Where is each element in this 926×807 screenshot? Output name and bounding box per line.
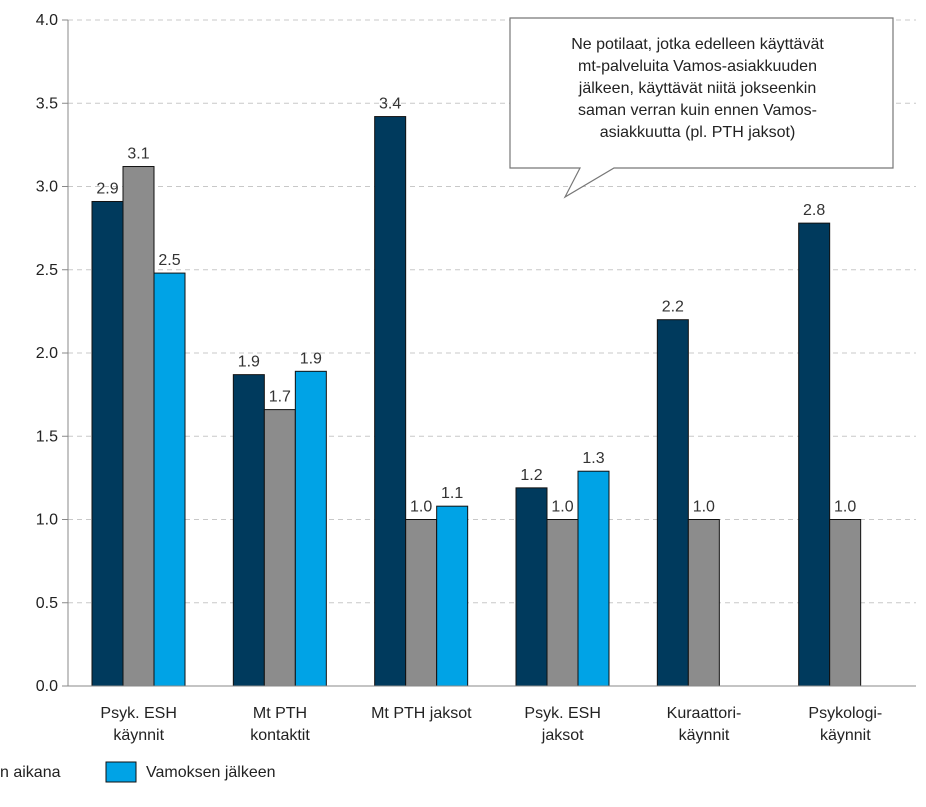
category-label: Mt PTH	[253, 705, 307, 722]
legend-label: n aikana	[0, 764, 61, 781]
y-tick-label: 1.0	[36, 512, 58, 529]
legend: n aikana Vamoksen jälkeen	[0, 761, 276, 783]
category-label: käynnit	[679, 727, 730, 744]
category-label: Kuraattori-	[667, 705, 742, 722]
bar	[91, 200, 124, 687]
category-label: käynnit	[820, 727, 871, 744]
bars	[91, 116, 862, 687]
data-label: 1.0	[693, 499, 715, 516]
y-tick-label: 2.0	[36, 345, 58, 362]
data-label: 1.7	[269, 389, 291, 406]
bar	[232, 374, 265, 687]
annotation-line: mt-palveluita Vamos-asiakkuuden	[578, 58, 817, 75]
data-label: 1.1	[441, 485, 463, 502]
y-tick-label: 4.0	[36, 12, 58, 29]
bar	[436, 505, 469, 687]
bar	[374, 116, 407, 687]
y-tick-label: 0.0	[36, 678, 58, 695]
bar	[294, 370, 327, 687]
data-label: 1.9	[300, 350, 322, 367]
data-labels: 2.9 3.1 2.5 1.9 1.7 1.9 3.4 1.0 1.1 1.2 1.0 1.3 2.2 1…	[96, 96, 856, 516]
category-label: Psykologi-	[808, 705, 882, 722]
data-label: 3.1	[127, 146, 149, 163]
data-label: 1.0	[834, 499, 856, 516]
y-tick-label: 3.5	[36, 95, 58, 112]
annotation-line: asiakkuutta (pl. PTH jaksot)	[599, 124, 796, 141]
x-axis-categories: Psyk. ESH käynnit Mt PTH kontaktit Mt PTH ja…	[100, 705, 882, 744]
category-label: Psyk. ESH	[524, 705, 600, 722]
data-label: 2.9	[96, 180, 118, 197]
y-tick-label: 0.5	[36, 595, 58, 612]
data-label: 2.5	[158, 252, 180, 269]
data-label: 1.0	[410, 499, 432, 516]
y-axis-ticks: 0.0 0.5 1.0 1.5 2.0 2.5 3.0 3.5 4.0	[36, 12, 68, 695]
legend-label: Vamoksen jälkeen	[146, 764, 276, 781]
data-label: 3.4	[379, 96, 401, 113]
data-label: 1.9	[238, 354, 260, 371]
category-label: Mt PTH jaksot	[371, 705, 472, 722]
callout-annotation: Ne potilaat, jotka edelleen käyttävät mt…	[515, 34, 880, 144]
annotation-line: saman verran kuin ennen Vamos-	[578, 102, 817, 119]
bar	[405, 519, 438, 687]
y-tick-label: 2.5	[36, 262, 58, 279]
data-label: 1.3	[582, 450, 604, 467]
y-tick-label: 3.0	[36, 179, 58, 196]
bar	[829, 519, 862, 687]
y-tick-label: 1.5	[36, 428, 58, 445]
bar	[122, 166, 155, 687]
bar	[263, 409, 296, 687]
bar	[546, 519, 579, 687]
category-label: Psyk. ESH	[100, 705, 176, 722]
data-label: 1.0	[551, 499, 573, 516]
bar	[687, 519, 720, 687]
annotation-line: jälkeen, käyttävät niitä jokseenkin	[578, 80, 817, 97]
bar	[153, 272, 186, 687]
annotation-line: Ne potilaat, jotka edelleen käyttävät	[571, 36, 824, 53]
category-label: jaksot	[541, 727, 584, 744]
bar	[656, 319, 689, 687]
data-label: 1.2	[520, 467, 542, 484]
bar	[515, 487, 548, 687]
category-label: käynnit	[113, 727, 164, 744]
callout-bubble	[509, 17, 894, 199]
category-label: kontaktit	[250, 727, 310, 744]
bar	[798, 222, 831, 687]
data-label: 2.2	[662, 299, 684, 316]
data-label: 2.8	[803, 202, 825, 219]
legend-swatch	[105, 761, 137, 783]
bar	[577, 470, 610, 687]
